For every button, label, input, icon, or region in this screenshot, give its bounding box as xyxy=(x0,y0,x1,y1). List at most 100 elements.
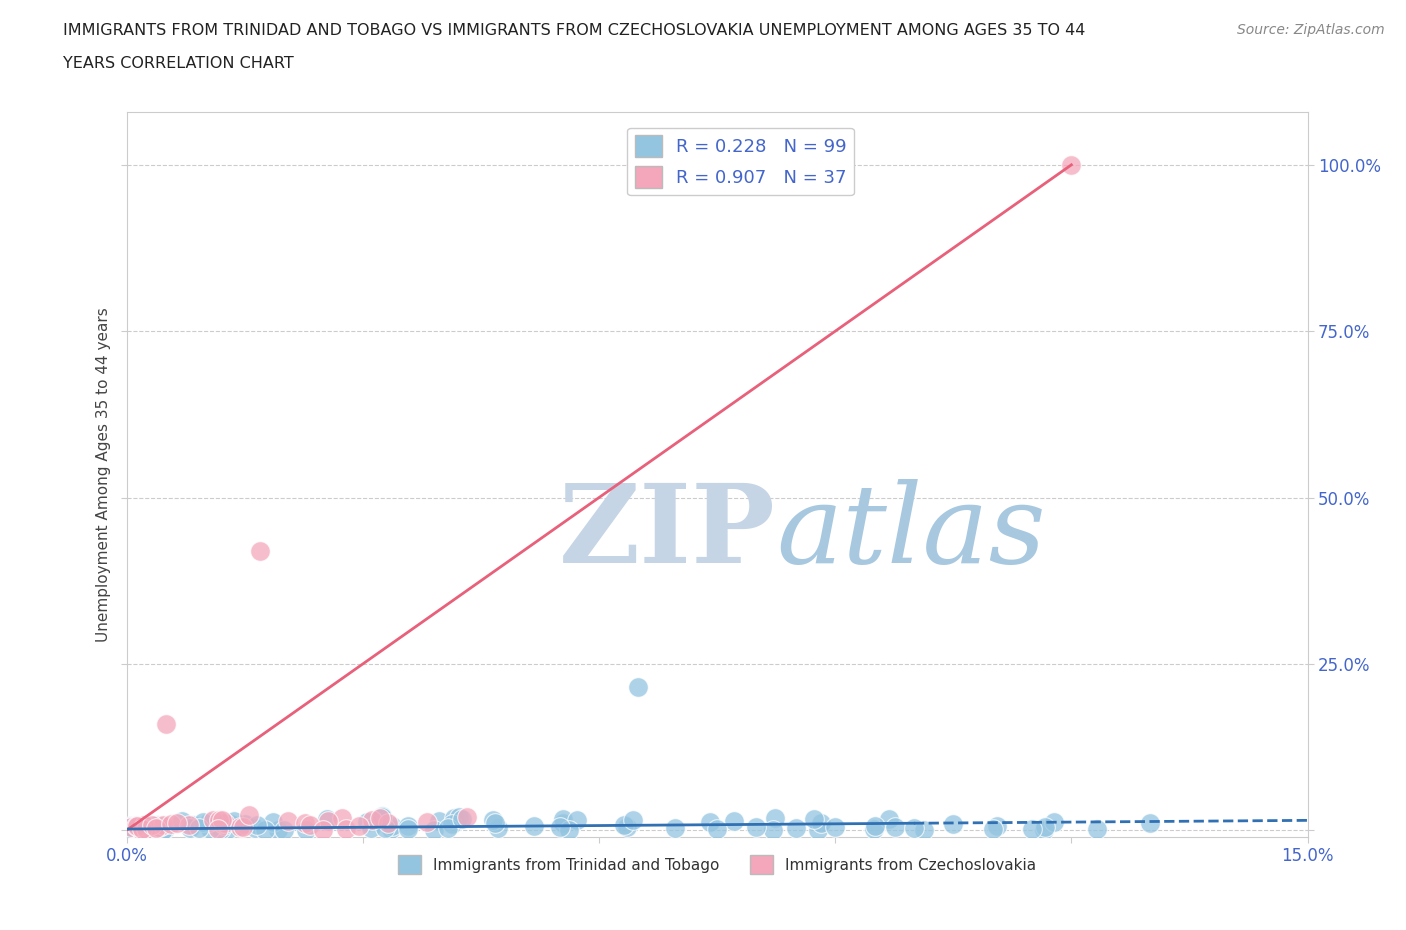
Point xyxy=(181,817,204,832)
Point xyxy=(745,819,768,834)
Point xyxy=(131,818,153,833)
Point xyxy=(267,822,290,837)
Point xyxy=(243,820,266,835)
Point xyxy=(294,816,316,830)
Point xyxy=(486,820,509,835)
Point xyxy=(177,817,200,832)
Point xyxy=(131,822,153,837)
Point xyxy=(207,822,229,837)
Point xyxy=(437,820,460,835)
Point xyxy=(484,816,506,830)
Point xyxy=(565,813,588,828)
Point xyxy=(523,819,546,834)
Text: ZIP: ZIP xyxy=(560,479,776,586)
Point xyxy=(1033,819,1056,834)
Point xyxy=(273,822,295,837)
Point xyxy=(318,814,340,829)
Point xyxy=(187,820,209,835)
Point xyxy=(232,819,254,834)
Point xyxy=(349,818,371,833)
Point xyxy=(129,822,152,837)
Point xyxy=(134,817,156,832)
Point xyxy=(298,817,321,832)
Point xyxy=(765,811,787,826)
Point xyxy=(134,818,156,833)
Point xyxy=(118,818,141,833)
Point xyxy=(212,817,235,832)
Point xyxy=(699,814,721,829)
Point xyxy=(548,819,571,834)
Point xyxy=(125,818,148,833)
Point xyxy=(198,821,221,836)
Point xyxy=(810,816,832,830)
Point xyxy=(423,822,446,837)
Point xyxy=(159,817,181,831)
Point xyxy=(613,817,636,832)
Point xyxy=(136,820,159,835)
Point xyxy=(152,823,174,838)
Point xyxy=(785,820,807,835)
Point xyxy=(627,680,650,695)
Point xyxy=(262,815,284,830)
Point xyxy=(117,820,139,835)
Point xyxy=(217,821,239,836)
Point xyxy=(456,810,478,825)
Point xyxy=(209,821,232,836)
Point xyxy=(152,817,174,832)
Point xyxy=(166,816,188,830)
Legend: Immigrants from Trinidad and Tobago, Immigrants from Czechoslovakia: Immigrants from Trinidad and Tobago, Imm… xyxy=(392,849,1042,880)
Point xyxy=(118,820,141,835)
Point xyxy=(1085,821,1108,836)
Text: YEARS CORRELATION CHART: YEARS CORRELATION CHART xyxy=(63,56,294,71)
Point xyxy=(277,814,299,829)
Point xyxy=(148,820,170,835)
Point xyxy=(381,818,404,833)
Point xyxy=(132,823,155,838)
Point xyxy=(558,823,581,838)
Point xyxy=(332,810,354,825)
Point xyxy=(427,814,450,829)
Point xyxy=(135,819,157,834)
Point xyxy=(191,815,214,830)
Point xyxy=(449,809,471,824)
Point xyxy=(238,808,260,823)
Point xyxy=(762,823,785,838)
Point xyxy=(146,817,169,832)
Point xyxy=(803,812,825,827)
Point xyxy=(879,812,901,827)
Point xyxy=(377,816,399,830)
Point xyxy=(219,817,242,831)
Point xyxy=(360,821,382,836)
Text: atlas: atlas xyxy=(776,479,1046,586)
Point xyxy=(211,815,233,830)
Point xyxy=(863,818,886,833)
Point xyxy=(143,818,166,833)
Point xyxy=(380,821,402,836)
Point xyxy=(862,821,884,836)
Point xyxy=(127,818,149,833)
Point xyxy=(155,716,177,731)
Point xyxy=(311,822,333,837)
Point xyxy=(253,822,276,837)
Point xyxy=(135,818,157,833)
Point xyxy=(150,819,173,834)
Point xyxy=(621,813,644,828)
Text: Source: ZipAtlas.com: Source: ZipAtlas.com xyxy=(1237,23,1385,37)
Point xyxy=(807,822,830,837)
Point xyxy=(370,809,392,824)
Point xyxy=(356,814,378,829)
Point xyxy=(551,812,574,827)
Point xyxy=(443,811,465,826)
Point xyxy=(120,820,142,835)
Point xyxy=(211,813,233,828)
Point xyxy=(942,817,965,832)
Point xyxy=(225,818,247,833)
Point xyxy=(664,820,686,835)
Point xyxy=(986,818,1008,833)
Point xyxy=(127,822,149,837)
Point xyxy=(118,819,141,834)
Point xyxy=(198,815,221,830)
Text: IMMIGRANTS FROM TRINIDAD AND TOBAGO VS IMMIGRANTS FROM CZECHOSLOVAKIA UNEMPLOYME: IMMIGRANTS FROM TRINIDAD AND TOBAGO VS I… xyxy=(63,23,1085,38)
Point xyxy=(551,816,574,830)
Point xyxy=(127,819,149,834)
